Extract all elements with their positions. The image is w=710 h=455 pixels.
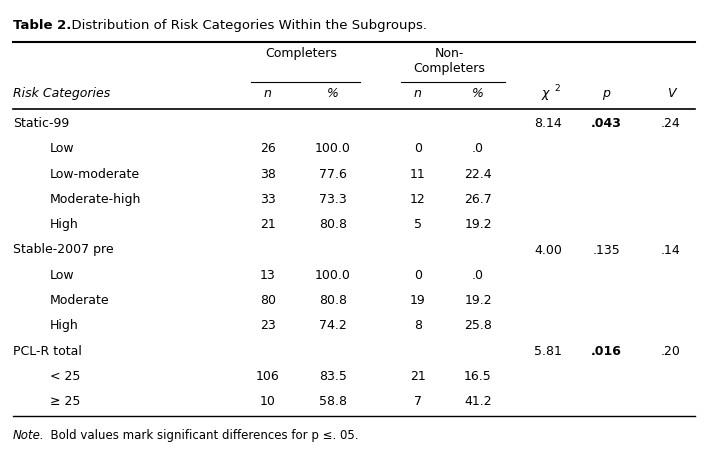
Text: .0: .0 [472, 142, 484, 155]
Text: 25.8: 25.8 [464, 319, 492, 333]
Text: High: High [50, 319, 79, 333]
Text: 74.2: 74.2 [319, 319, 347, 333]
Text: Stable-2007 pre: Stable-2007 pre [13, 243, 114, 257]
Text: 21: 21 [260, 218, 276, 231]
Text: 8.14: 8.14 [534, 117, 562, 130]
Text: p: p [602, 87, 610, 100]
Text: 106: 106 [256, 370, 280, 383]
Text: 21: 21 [410, 370, 426, 383]
Text: High: High [50, 218, 79, 231]
Text: < 25: < 25 [50, 370, 80, 383]
Text: 23: 23 [260, 319, 276, 333]
Text: .016: .016 [591, 345, 621, 358]
Text: 41.2: 41.2 [464, 395, 492, 408]
Text: χ: χ [541, 87, 549, 100]
Text: 5.81: 5.81 [534, 345, 562, 358]
Text: Non-
Completers: Non- Completers [413, 47, 485, 75]
Text: 26: 26 [260, 142, 276, 155]
Text: 10: 10 [260, 395, 276, 408]
Text: 19.2: 19.2 [464, 294, 492, 307]
Text: Risk Categories: Risk Categories [13, 87, 110, 100]
Text: Low-moderate: Low-moderate [50, 167, 140, 181]
Text: .0: .0 [472, 269, 484, 282]
Text: Low: Low [50, 269, 75, 282]
Text: 7: 7 [414, 395, 422, 408]
Text: Moderate: Moderate [50, 294, 109, 307]
Text: 2: 2 [555, 84, 559, 93]
Text: 38: 38 [260, 167, 276, 181]
Text: 80.8: 80.8 [319, 218, 347, 231]
Text: 19: 19 [410, 294, 426, 307]
Text: 22.4: 22.4 [464, 167, 492, 181]
Text: 100.0: 100.0 [315, 142, 351, 155]
Text: .135: .135 [592, 243, 620, 257]
Text: 100.0: 100.0 [315, 269, 351, 282]
Text: 11: 11 [410, 167, 426, 181]
Text: Table 2.: Table 2. [13, 19, 72, 32]
Text: 73.3: 73.3 [319, 193, 347, 206]
Text: 0: 0 [414, 142, 422, 155]
Text: 58.8: 58.8 [319, 395, 347, 408]
Text: .20: .20 [661, 345, 681, 358]
Text: 19.2: 19.2 [464, 218, 492, 231]
Text: .14: .14 [661, 243, 681, 257]
Text: Static-99: Static-99 [13, 117, 70, 130]
Text: n: n [264, 87, 272, 100]
Text: 12: 12 [410, 193, 426, 206]
Text: 83.5: 83.5 [319, 370, 347, 383]
Text: Completers: Completers [266, 47, 337, 60]
Text: 77.6: 77.6 [319, 167, 347, 181]
Text: 16.5: 16.5 [464, 370, 492, 383]
Text: 13: 13 [260, 269, 276, 282]
Text: 33: 33 [260, 193, 276, 206]
Text: %: % [472, 87, 484, 100]
Text: 4.00: 4.00 [534, 243, 562, 257]
Text: Bold values mark significant differences for p ≤. 05.: Bold values mark significant differences… [43, 429, 359, 442]
Text: .043: .043 [591, 117, 621, 130]
Text: n: n [414, 87, 422, 100]
Text: %: % [327, 87, 339, 100]
Text: Moderate-high: Moderate-high [50, 193, 141, 206]
Text: Distribution of Risk Categories Within the Subgroups.: Distribution of Risk Categories Within t… [63, 19, 427, 32]
Text: ≥ 25: ≥ 25 [50, 395, 80, 408]
Text: Note.: Note. [13, 429, 45, 442]
Text: 80: 80 [260, 294, 276, 307]
Text: Low: Low [50, 142, 75, 155]
Text: 5: 5 [414, 218, 422, 231]
Text: .24: .24 [661, 117, 681, 130]
Text: PCL-R total: PCL-R total [13, 345, 82, 358]
Text: 0: 0 [414, 269, 422, 282]
Text: V: V [667, 87, 675, 100]
Text: 8: 8 [414, 319, 422, 333]
Text: 26.7: 26.7 [464, 193, 492, 206]
Text: 80.8: 80.8 [319, 294, 347, 307]
